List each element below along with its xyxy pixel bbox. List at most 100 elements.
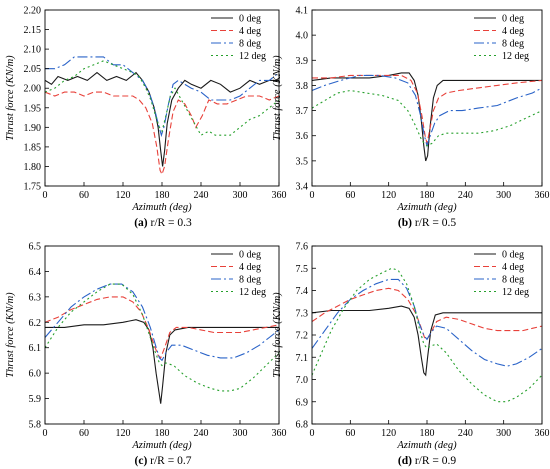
legend-label: 4 deg xyxy=(502,26,524,37)
x-tick-label: 0 xyxy=(310,428,315,439)
panel-caption: (c) r/R = 0.7 xyxy=(135,455,192,467)
series-line-12-deg xyxy=(45,283,279,392)
y-tick-label: 1.75 xyxy=(24,182,42,193)
y-tick-label: 7.6 xyxy=(296,242,309,253)
y-tick-label: 2.10 xyxy=(24,45,42,56)
y-axis-label: Thrust force (KN/m) xyxy=(272,55,283,141)
y-tick-label: 6.5 xyxy=(29,242,42,253)
chart-panel-b: 0 60 120 180 240 300 360 3.4 3.5 3.6 3.7 3.8 3.9 4.0 4… xyxy=(272,6,550,230)
y-tick-label: 3.7 xyxy=(296,106,309,117)
panel-caption: (d) r/R = 0.9 xyxy=(398,455,456,467)
chart-panel-a: 0 60 120 180 240 300 360 1.75 1.80 1.85 1.90 1.95 2.… xyxy=(5,6,287,230)
series-line-4-deg xyxy=(45,91,279,176)
panel-caption-text: r/R = 0.9 xyxy=(412,455,456,467)
series-line-0-deg xyxy=(312,72,542,162)
y-tick-label: 4.1 xyxy=(296,6,309,17)
series-line-8-deg xyxy=(45,283,279,362)
y-tick-label: 5.8 xyxy=(29,420,42,431)
x-tick-label: 240 xyxy=(458,428,473,439)
y-tick-label: 6.8 xyxy=(296,420,309,431)
y-tick-label: 6.0 xyxy=(29,369,42,380)
x-tick-label: 0 xyxy=(43,190,48,201)
y-axis-label: Thrust force (KN/m) xyxy=(272,292,283,378)
series-line-12-deg xyxy=(45,60,279,136)
x-tick-label: 360 xyxy=(535,190,550,201)
x-tick-label: 60 xyxy=(79,190,89,201)
x-axis-label: Azimuth (deg) xyxy=(131,202,192,213)
x-tick-label: 60 xyxy=(345,428,355,439)
legend-label: 8 deg xyxy=(502,39,524,50)
y-tick-label: 6.2 xyxy=(29,318,42,329)
x-tick-label: 240 xyxy=(458,190,473,201)
series-line-8-deg xyxy=(45,56,279,138)
legend-label: 0 deg xyxy=(502,14,524,25)
x-tick-label: 60 xyxy=(345,190,355,201)
x-tick-label: 120 xyxy=(381,428,396,439)
legend-label: 0 deg xyxy=(239,250,261,261)
series-line-8-deg xyxy=(312,74,542,148)
y-tick-label: 1.95 xyxy=(24,103,42,114)
y-axis-label: Thrust force (KN/m) xyxy=(5,292,16,378)
y-tick-label: 3.9 xyxy=(296,56,309,67)
legend-label: 0 deg xyxy=(239,14,261,25)
series-line-0-deg xyxy=(312,305,542,377)
x-tick-label: 300 xyxy=(233,190,248,201)
series-line-4-deg xyxy=(312,287,542,341)
x-tick-label: 0 xyxy=(43,428,48,439)
x-tick-label: 360 xyxy=(272,190,287,201)
x-tick-label: 180 xyxy=(420,190,435,201)
y-tick-label: 1.80 xyxy=(24,162,42,173)
series-line-0-deg xyxy=(45,71,279,167)
x-tick-label: 180 xyxy=(155,428,170,439)
legend-label: 4 deg xyxy=(502,262,524,273)
y-tick-label: 7.5 xyxy=(296,264,309,275)
legend-label: 8 deg xyxy=(239,39,261,50)
y-tick-label: 3.4 xyxy=(296,182,309,193)
legend-label: 4 deg xyxy=(239,262,261,273)
legend-label: 12 deg xyxy=(502,51,529,62)
x-axis-label: Azimuth (deg) xyxy=(131,440,192,451)
y-tick-label: 2.20 xyxy=(24,6,42,17)
y-tick-label: 6.4 xyxy=(29,267,42,278)
panel-caption-letter: (c) xyxy=(135,455,148,467)
y-axis-label: Thrust force (KN/m) xyxy=(5,55,16,141)
legend-label: 12 deg xyxy=(502,287,529,298)
panel-caption-text: r/R = 0.5 xyxy=(412,217,456,229)
x-tick-label: 60 xyxy=(79,428,89,439)
x-tick-label: 120 xyxy=(116,428,131,439)
x-axis-label: Azimuth (deg) xyxy=(396,202,457,213)
y-tick-label: 2.00 xyxy=(24,84,42,95)
legend-label: 4 deg xyxy=(239,26,261,37)
x-tick-label: 360 xyxy=(272,428,287,439)
x-tick-label: 120 xyxy=(381,190,396,201)
y-tick-label: 3.5 xyxy=(296,156,309,167)
legend-label: 0 deg xyxy=(502,250,524,261)
panel-caption: (a) r/R = 0.3 xyxy=(134,217,192,229)
chart-panel-c: 0 60 120 180 240 300 360 5.8 5.9 6.0 6.1 6.2 6.3 6.4 6… xyxy=(5,242,287,468)
series-line-8-deg xyxy=(312,278,542,367)
y-tick-label: 2.15 xyxy=(24,25,42,36)
series-line-12-deg xyxy=(312,267,542,403)
x-tick-label: 300 xyxy=(496,428,511,439)
x-tick-label: 360 xyxy=(535,428,550,439)
panel-caption-text: r/R = 0.7 xyxy=(147,455,191,467)
y-tick-label: 1.90 xyxy=(24,123,42,134)
x-tick-label: 240 xyxy=(194,190,209,201)
y-tick-label: 2.05 xyxy=(24,64,42,75)
y-tick-label: 5.9 xyxy=(29,394,42,405)
x-tick-label: 120 xyxy=(116,190,131,201)
legend-label: 8 deg xyxy=(502,275,524,286)
x-tick-label: 180 xyxy=(155,190,170,201)
legend-label: 8 deg xyxy=(239,275,261,286)
x-tick-label: 300 xyxy=(233,428,248,439)
panel-caption-letter: (a) xyxy=(134,217,148,229)
x-axis-label: Azimuth (deg) xyxy=(396,440,457,451)
y-tick-label: 6.9 xyxy=(296,397,309,408)
y-tick-label: 7.3 xyxy=(296,308,309,319)
legend-label: 12 deg xyxy=(239,51,266,62)
x-tick-label: 0 xyxy=(310,190,315,201)
y-tick-label: 1.85 xyxy=(24,142,42,153)
y-tick-label: 7.1 xyxy=(296,353,309,364)
panel-caption-letter: (b) xyxy=(398,217,412,229)
